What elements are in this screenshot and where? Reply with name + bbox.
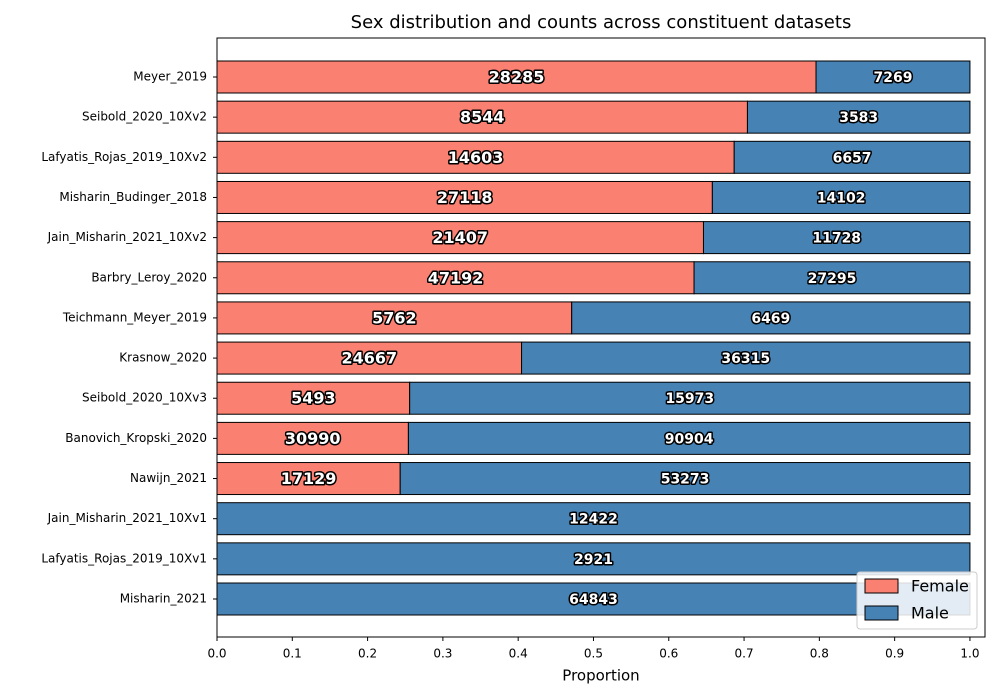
x-tick-label: 0.5 <box>584 647 603 661</box>
x-tick-label: 0.4 <box>509 647 528 661</box>
bar-segment <box>693 261 971 295</box>
bar-count-label: 14102 <box>817 190 866 206</box>
bar-segment <box>521 341 971 375</box>
y-tick-label: Lafyatis_Rojas_2019_10Xv1 <box>41 551 207 565</box>
bar-segment <box>702 221 971 255</box>
y-tick-label: Lafyatis_Rojas_2019_10Xv2 <box>41 150 207 164</box>
y-tick-label: Banovich_Kropski_2020 <box>65 431 207 445</box>
y-tick-label: Jain_Misharin_2021_10Xv2 <box>47 230 207 244</box>
bar-count-label: 36315 <box>721 351 770 367</box>
bar-count-label: 3583 <box>839 110 878 126</box>
x-tick-label: 0.1 <box>283 647 302 661</box>
bar-segment <box>216 421 409 455</box>
bar-segment <box>216 381 411 415</box>
bar-count-label: 27118 <box>437 188 493 207</box>
bar-segment <box>746 100 971 134</box>
bar-count-label: 14603 <box>448 148 504 167</box>
x-tick-label: 0.6 <box>659 647 678 661</box>
y-tick-label: Teichmann_Meyer_2019 <box>62 310 207 324</box>
bar-count-label: 64843 <box>569 592 618 608</box>
bar-count-label: 53273 <box>661 472 710 488</box>
bar-count-label: 24667 <box>341 349 397 368</box>
y-tick-label: Nawijn_2021 <box>130 471 207 485</box>
bar-count-label: 2921 <box>574 552 613 568</box>
bar-segment <box>399 462 971 496</box>
x-tick-label: 0.2 <box>358 647 377 661</box>
bar-count-label: 30990 <box>285 429 341 448</box>
x-tick-label: 0.7 <box>735 647 754 661</box>
x-tick-label: 0.0 <box>207 647 226 661</box>
chart-title: Sex distribution and counts across const… <box>351 12 852 33</box>
bar-count-label: 5493 <box>291 389 336 408</box>
legend-label: Male <box>911 604 949 623</box>
y-tick-label: Krasnow_2020 <box>119 351 207 365</box>
bar-segment <box>407 421 971 455</box>
y-tick-label: Barbry_Leroy_2020 <box>91 270 207 284</box>
y-tick-label: Meyer_2019 <box>133 70 207 84</box>
bar-count-label: 47192 <box>428 268 484 287</box>
bar-count-label: 12422 <box>569 512 618 528</box>
legend-swatch <box>864 578 899 594</box>
bar-segment <box>409 381 971 415</box>
x-axis-label: Proportion <box>562 667 639 685</box>
bar-count-label: 11728 <box>812 231 861 247</box>
y-tick-label: Misharin_2021 <box>120 592 207 606</box>
bar-segment <box>216 180 713 214</box>
bar-segment <box>216 261 695 295</box>
bar-count-label: 90904 <box>665 431 714 447</box>
bar-count-label: 21407 <box>432 228 488 247</box>
bar-segment <box>216 341 523 375</box>
bar-count-label: 27295 <box>808 271 857 287</box>
legend-swatch <box>864 605 899 621</box>
bar-count-label: 6657 <box>833 150 872 166</box>
bar-segment <box>216 221 704 255</box>
bar-count-label: 28285 <box>489 68 545 87</box>
x-tick-label: 0.8 <box>810 647 829 661</box>
plot-frame <box>216 37 986 638</box>
y-tick-label: Seibold_2020_10Xv3 <box>82 391 207 405</box>
y-tick-label: Jain_Misharin_2021_10Xv1 <box>47 511 207 525</box>
bar-segment <box>815 60 971 94</box>
bar-count-label: 17129 <box>281 469 337 488</box>
bar-segment <box>711 180 971 214</box>
x-tick-label: 0.9 <box>885 647 904 661</box>
bar-count-label: 7269 <box>874 70 913 86</box>
bar-count-label: 8544 <box>460 108 505 127</box>
x-tick-label: 1.0 <box>960 647 979 661</box>
bar-segment <box>216 60 817 94</box>
bar-count-label: 6469 <box>751 311 790 327</box>
bar-segment <box>216 301 573 335</box>
bar-count-label: 15973 <box>665 391 714 407</box>
bar-segment <box>216 502 971 536</box>
y-tick-label: Seibold_2020_10Xv2 <box>82 110 207 124</box>
legend-label: Female <box>911 577 969 596</box>
bar-count-label: 5762 <box>372 308 417 327</box>
bar-segment <box>733 140 971 174</box>
bar-segment <box>571 301 971 335</box>
x-tick-label: 0.3 <box>433 647 452 661</box>
y-tick-label: Misharin_Budinger_2018 <box>59 190 207 204</box>
